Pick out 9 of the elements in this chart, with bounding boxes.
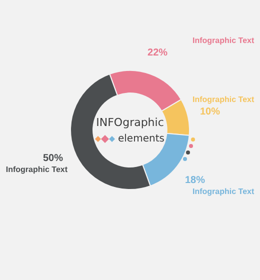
data-label: 50% [42,152,64,164]
text: INFOgraphic elements [96,116,164,145]
slice-label: Infographic Text [192,36,254,45]
data-label: 22% [148,48,168,58]
slice-label: Infographic Text [6,165,68,174]
slice-label: Infographic Text [192,95,254,104]
data-label: 18% [184,174,206,186]
slice-label: Infographic Text [192,187,254,196]
data-label: 10% [200,106,220,118]
